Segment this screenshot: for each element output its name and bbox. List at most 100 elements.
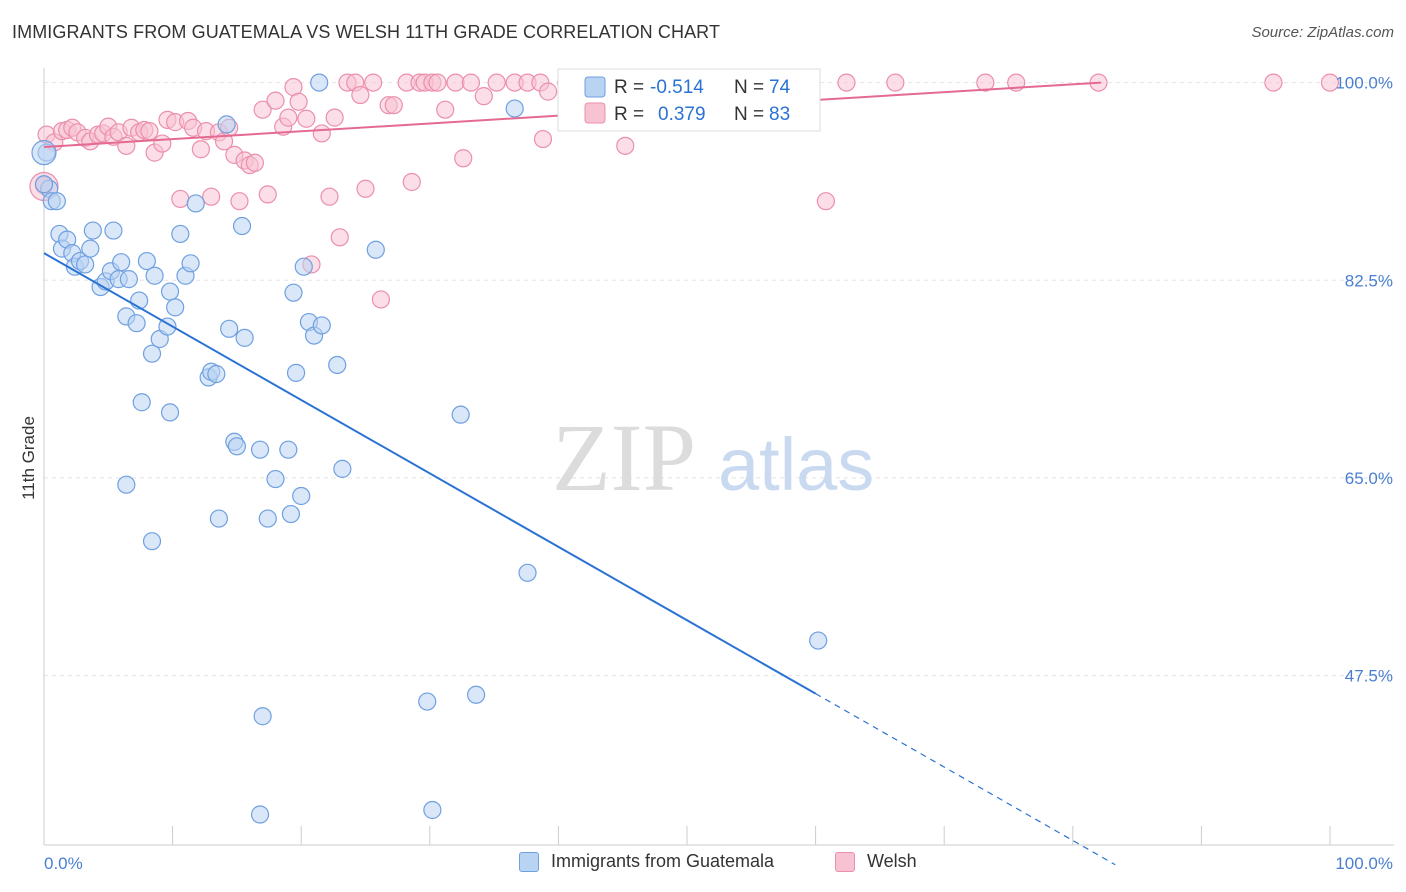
guatemala-point-29 <box>171 224 190 244</box>
welsh-point-22 <box>171 189 190 209</box>
guatemala-point-59 <box>132 393 151 412</box>
guatemala-point-54 <box>328 355 347 375</box>
welsh-point-62 <box>428 73 447 92</box>
guatemala-point-64 <box>253 707 272 726</box>
guatemala-point-67 <box>466 685 486 704</box>
legend-n-label-1: N = <box>734 77 764 98</box>
guatemala-point-20 <box>127 314 146 333</box>
guatemala-point-9 <box>76 255 95 274</box>
welsh-point-65 <box>454 149 473 168</box>
welsh-point-25 <box>191 140 210 159</box>
guatemala-point-15 <box>104 221 123 240</box>
welsh-point-47 <box>325 108 344 127</box>
y-tick-label-3: 100.0% <box>1335 74 1393 93</box>
legend-r-label-1: R = <box>614 77 644 98</box>
guatemala-swatch <box>519 851 539 872</box>
welsh-swatch <box>835 851 855 872</box>
legend-box: R = -0.514 N = 74 R = 0.379 N = 83 <box>557 68 821 132</box>
welsh-point-45 <box>312 124 331 143</box>
guatemala-point-35 <box>207 364 226 384</box>
welsh-point-32 <box>230 192 249 211</box>
guatemala-point-27 <box>160 282 180 301</box>
welsh-point-54 <box>371 290 391 309</box>
welsh-point-46 <box>320 187 339 206</box>
legend-r-label-2: R = <box>614 104 644 125</box>
guatemala-point-65 <box>250 805 270 824</box>
welsh-legend-label: Welsh <box>867 851 917 871</box>
welsh-point-80 <box>886 73 905 92</box>
guatemala-point-72 <box>47 192 66 211</box>
welsh-extra-point-2 <box>1264 73 1283 92</box>
welsh-point-37 <box>258 185 277 204</box>
welsh-point-35 <box>245 153 265 172</box>
x-tick-label-1: 100.0% <box>1335 854 1393 873</box>
guatemala-point-39 <box>227 437 246 456</box>
welsh-point-53 <box>364 73 383 92</box>
legend-r-value-2: 0.379 <box>658 104 706 125</box>
guatemala-trend-dashed <box>815 693 1116 866</box>
watermark-atlas: atlas <box>718 423 874 506</box>
welsh-point-58 <box>402 172 421 192</box>
guatemala-point-43 <box>258 509 277 528</box>
welsh-extra-point-3 <box>1320 73 1340 92</box>
welsh-point-66 <box>461 73 481 92</box>
welsh-point-27 <box>202 187 221 206</box>
guatemala-point-66 <box>418 692 437 711</box>
guatemala-point-58 <box>505 99 524 118</box>
welsh-point-52 <box>356 179 375 198</box>
watermark-zip: ZIP <box>552 404 696 511</box>
guatemala-point-44 <box>266 469 285 489</box>
legend-swatch-guatemala <box>584 76 606 98</box>
guatemala-point-50 <box>294 257 313 276</box>
source-label: Source: ZipAtlas.com <box>1251 24 1394 41</box>
legend-n-value-2: 83 <box>769 104 790 125</box>
x-tick-label-0: 0.0% <box>44 854 83 873</box>
guatemala-trend-line <box>43 252 817 695</box>
guatemala-point-36 <box>217 115 236 134</box>
welsh-point-36 <box>253 100 272 119</box>
welsh-point-17 <box>140 122 159 141</box>
welsh-point-13 <box>117 136 136 155</box>
guatemala-point-41 <box>235 328 254 347</box>
guatemala-point-47 <box>284 283 303 302</box>
welsh-extra-point-0 <box>837 73 856 92</box>
guatemala-point-19 <box>119 270 138 289</box>
guatemala-point-46 <box>281 504 301 524</box>
guatemala-point-71 <box>310 73 329 92</box>
guatemala-point-70 <box>809 631 828 650</box>
welsh-point-63 <box>436 100 455 119</box>
chart-title: IMMIGRANTS FROM GUATEMALA VS WELSH 11TH … <box>12 22 721 42</box>
legend-item-welsh: Welsh <box>835 851 917 872</box>
welsh-point-72 <box>533 129 553 149</box>
legend-item-guatemala: Immigrants from Guatemala <box>519 851 774 872</box>
legend-n-value-1: 74 <box>769 77 791 98</box>
guatemala-point-73 <box>34 175 54 194</box>
guatemala-point-17 <box>112 253 131 272</box>
guatemala-point-31 <box>181 254 200 273</box>
guatemala-point-40 <box>232 216 252 236</box>
guatemala-point-60 <box>160 403 180 422</box>
guatemala-point-37 <box>220 319 239 338</box>
tick-labels: 47.5% 65.0% 82.5% 100.0% 0.0% 100.0% <box>44 74 1393 873</box>
welsh-point-48 <box>330 228 349 247</box>
guatemala-point-32 <box>186 194 205 213</box>
welsh-point-40 <box>279 108 298 127</box>
guatemala-legend-label: Immigrants from Guatemala <box>551 851 775 871</box>
guatemala-point-68 <box>423 800 442 820</box>
welsh-point-64 <box>446 73 465 92</box>
guatemala-point-55 <box>333 459 352 478</box>
welsh-point-51 <box>351 85 370 105</box>
guatemala-point-61 <box>117 475 136 494</box>
guatemala-point-69 <box>518 563 537 582</box>
welsh-point-19 <box>153 134 172 153</box>
welsh-point-77 <box>616 136 635 155</box>
welsh-point-73 <box>539 82 558 101</box>
guatemala-point-11 <box>83 221 102 240</box>
welsh-point-56 <box>384 96 403 115</box>
guatemala-point-63 <box>209 509 228 528</box>
guatemala-point-48 <box>286 363 306 382</box>
guatemala-point-23 <box>142 344 162 363</box>
guatemala-point-large <box>31 140 57 166</box>
y-tick-label-2: 82.5% <box>1345 271 1393 290</box>
